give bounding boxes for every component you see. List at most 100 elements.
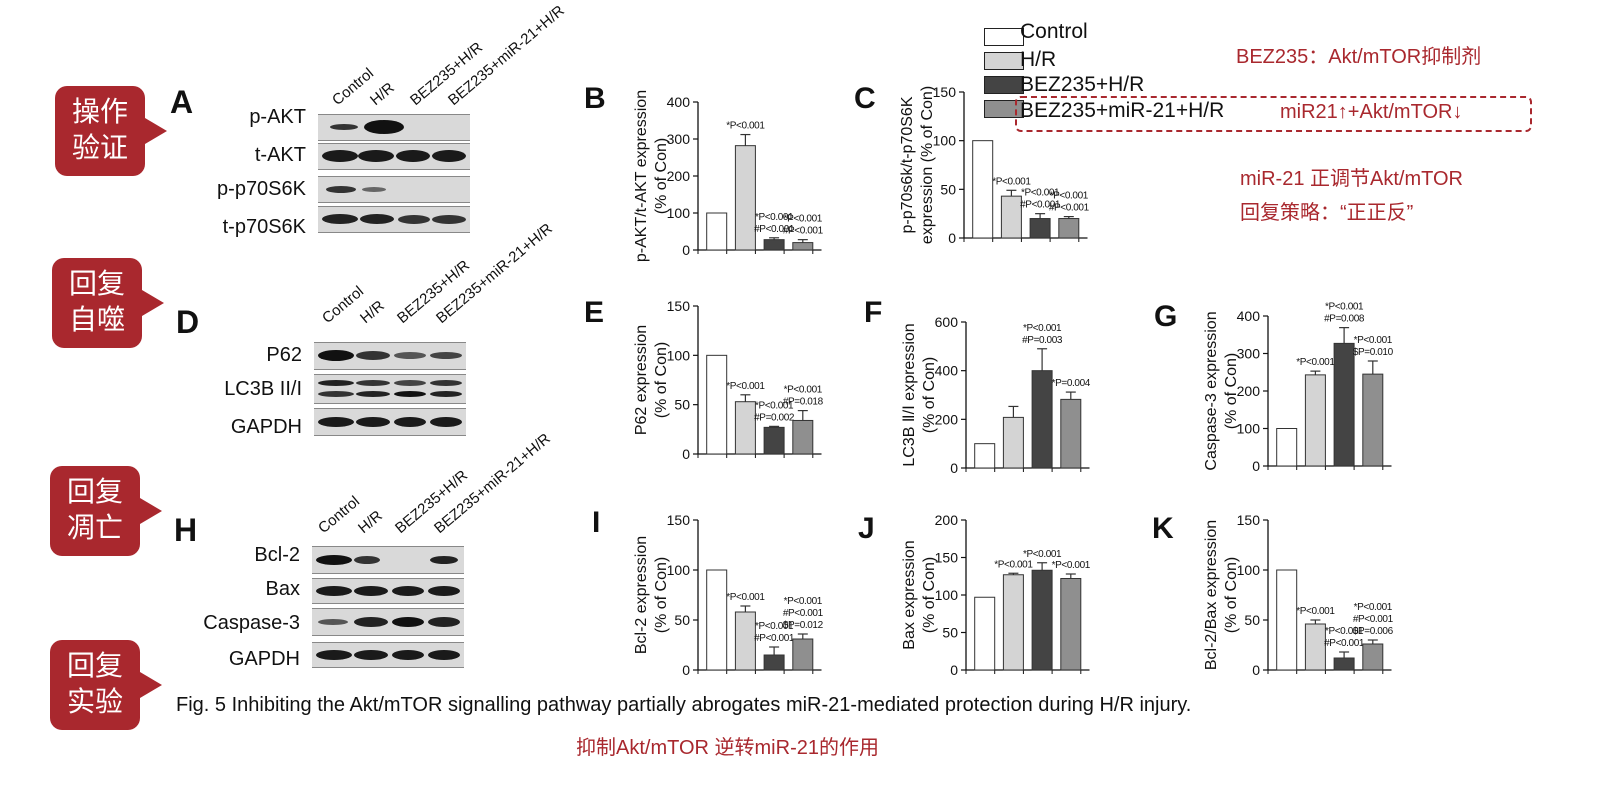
chart-panel-letter: C — [854, 82, 876, 115]
blot-band — [354, 617, 388, 627]
bez-note: BEZ235：Akt/mTOR抑制剂 — [1236, 46, 1482, 68]
panel-letter-d: D — [176, 304, 200, 340]
blot-band — [394, 391, 426, 397]
blot-band — [394, 417, 426, 427]
callout-arrow — [142, 290, 164, 316]
panel-letter-h: H — [174, 512, 198, 548]
callout-text: 自噬 — [68, 303, 125, 336]
blot-label: P62 — [266, 344, 302, 366]
blot-band — [428, 650, 460, 660]
chart-panel-letter: F — [864, 296, 882, 329]
blot-band — [356, 351, 390, 360]
chart-bar — [1362, 373, 1384, 467]
chart-y-tick-label: 200 — [935, 512, 959, 528]
blot-label: Bax — [265, 578, 300, 600]
chart-y-label: Caspase-3 expression — [1203, 311, 1220, 470]
chart-y-label: (% of Con) — [921, 357, 938, 433]
blot-band — [326, 186, 356, 193]
chart-significance-label: *P<0.001 — [726, 121, 765, 132]
blot-band — [318, 417, 354, 427]
chart-y-tick-label: 300 — [667, 131, 691, 147]
blot-label: t-AKT — [254, 144, 306, 166]
blot-band — [394, 380, 426, 386]
chart-bar — [1002, 574, 1024, 671]
chart-y-tick-label: 50 — [674, 612, 690, 628]
chart-y-tick-label: 0 — [950, 460, 958, 476]
blot-band — [318, 619, 348, 625]
chart-bar — [706, 354, 728, 455]
regulation-note: miR-21 正调节Akt/mTOR — [1240, 168, 1463, 190]
chart-y-label: LC3B Ⅱ/Ⅰ expression — [901, 323, 918, 466]
chart-y-tick-label: 100 — [935, 587, 959, 603]
chart-significance-label: #P<0.001 — [1020, 200, 1061, 211]
chart-significance-label: *P<0.001 — [1325, 626, 1364, 637]
chart-significance-label: #P<0.001 — [754, 224, 795, 235]
chart-significance-label: #P=0.003 — [1022, 335, 1063, 346]
blot-strip — [312, 642, 464, 668]
chart-bar — [792, 242, 814, 251]
blot-band — [364, 120, 404, 134]
chart-bar — [972, 140, 994, 239]
chart-significance-label: #P<0.001 — [1353, 614, 1394, 625]
chart-significance-label: *P<0.001 — [1023, 549, 1062, 560]
blot-strip — [318, 206, 470, 233]
chart-y-tick-label: 0 — [950, 662, 958, 678]
chart-significance-label: *P<0.001 — [1296, 357, 1335, 368]
chart-significance-label: *P<0.001 — [784, 385, 823, 396]
chart-y-tick-label: 100 — [1237, 421, 1261, 437]
blot-band — [392, 650, 424, 660]
chart-significance-label: *P<0.001 — [755, 400, 794, 411]
blot-band — [430, 352, 462, 359]
chart-bar — [706, 212, 728, 251]
blot-band — [354, 650, 388, 660]
callout-text: 实验 — [66, 685, 123, 718]
chart-y-tick-label: 100 — [667, 347, 691, 363]
chart-significance-label: #P<0.001 — [783, 608, 824, 619]
chart-significance-label: #P=0.018 — [783, 397, 824, 408]
chart-bar — [1058, 218, 1080, 239]
blot-band — [316, 650, 352, 660]
chart-bar — [1002, 416, 1024, 469]
blot-strip — [312, 546, 464, 574]
chart-bar — [792, 419, 814, 455]
chart-panel-letter: G — [1154, 300, 1177, 333]
chart-significance-label: #P<0.001 — [1324, 638, 1365, 649]
chart-panel-letter: J — [858, 512, 875, 545]
mir-note: miR21↑+Akt/mTOR↓ — [1280, 101, 1463, 123]
chart-y-tick-label: 200 — [667, 168, 691, 184]
callout-text: 验证 — [71, 131, 128, 164]
chart-bar — [1333, 657, 1355, 671]
legend-swatch-bezmir — [984, 100, 1024, 118]
figure-subcaption: 抑制Akt/mTOR 逆转miR-21的作用 — [576, 737, 879, 759]
chart-y-label: Bax expression — [901, 540, 918, 649]
blot-label: t-p70S6K — [222, 216, 306, 238]
blot-band — [398, 215, 430, 224]
legend-label: BEZ235+miR-21+H/R — [1020, 99, 1225, 122]
chart-bar — [734, 611, 756, 671]
chart-significance-label: #P<0.001 — [1049, 203, 1090, 214]
chart-y-tick-label: 100 — [933, 133, 957, 149]
chart-y-tick-label: 400 — [1237, 308, 1261, 324]
callout-text: 操作 — [71, 95, 128, 128]
chart-y-tick-label: 50 — [1244, 612, 1260, 628]
chart-significance-label: *P<0.001 — [1354, 335, 1393, 346]
blot-band — [354, 556, 380, 564]
chart-bar — [763, 654, 785, 671]
chart-significance-label: $P=0.006 — [1353, 626, 1394, 637]
callout-arrow — [140, 672, 162, 698]
chart-y-label: p-AKT/t-AKT expression — [633, 90, 650, 262]
legend-swatch-bez — [984, 76, 1024, 94]
blot-band — [360, 214, 394, 224]
chart-y-label: Bcl-2/Bax expression — [1203, 520, 1220, 670]
chart-panel-letter: K — [1152, 512, 1174, 545]
callout-text: 凋亡 — [66, 511, 123, 544]
chart-y-label: (% of Con) — [1223, 557, 1240, 633]
chart-y-tick-label: 0 — [682, 242, 690, 258]
chart-significance-label: #P<0.001 — [783, 226, 824, 237]
chart-y-label: P62 expression — [633, 325, 650, 435]
blot-strip — [312, 578, 464, 604]
chart-y-label: (% of Con) — [921, 557, 938, 633]
chart-bar — [1304, 623, 1326, 671]
strategy-note: 回复策略：“正正反” — [1240, 202, 1414, 224]
chart-significance-label: *P<0.001 — [1354, 602, 1393, 613]
